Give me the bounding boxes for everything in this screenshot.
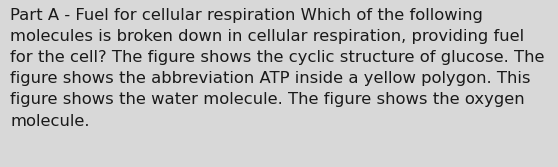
Text: Part A - Fuel for cellular respiration Which of the following
molecules is broke: Part A - Fuel for cellular respiration W… (10, 8, 545, 129)
